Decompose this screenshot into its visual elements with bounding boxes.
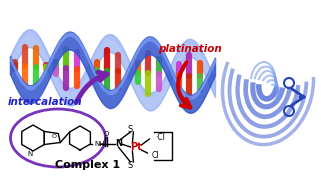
Text: S: S	[128, 160, 133, 170]
Text: Complex 1: Complex 1	[56, 160, 121, 170]
Text: N: N	[115, 139, 122, 149]
Text: ·Cl: ·Cl	[155, 132, 165, 142]
Text: Pt: Pt	[131, 142, 142, 152]
Text: Cl: Cl	[152, 150, 159, 160]
Text: N: N	[27, 151, 33, 157]
Text: NH: NH	[94, 141, 105, 147]
Text: O: O	[104, 131, 109, 137]
Text: platination: platination	[158, 44, 222, 54]
Text: intercalation: intercalation	[8, 97, 82, 107]
Text: O: O	[51, 135, 56, 139]
Text: S: S	[128, 125, 133, 133]
